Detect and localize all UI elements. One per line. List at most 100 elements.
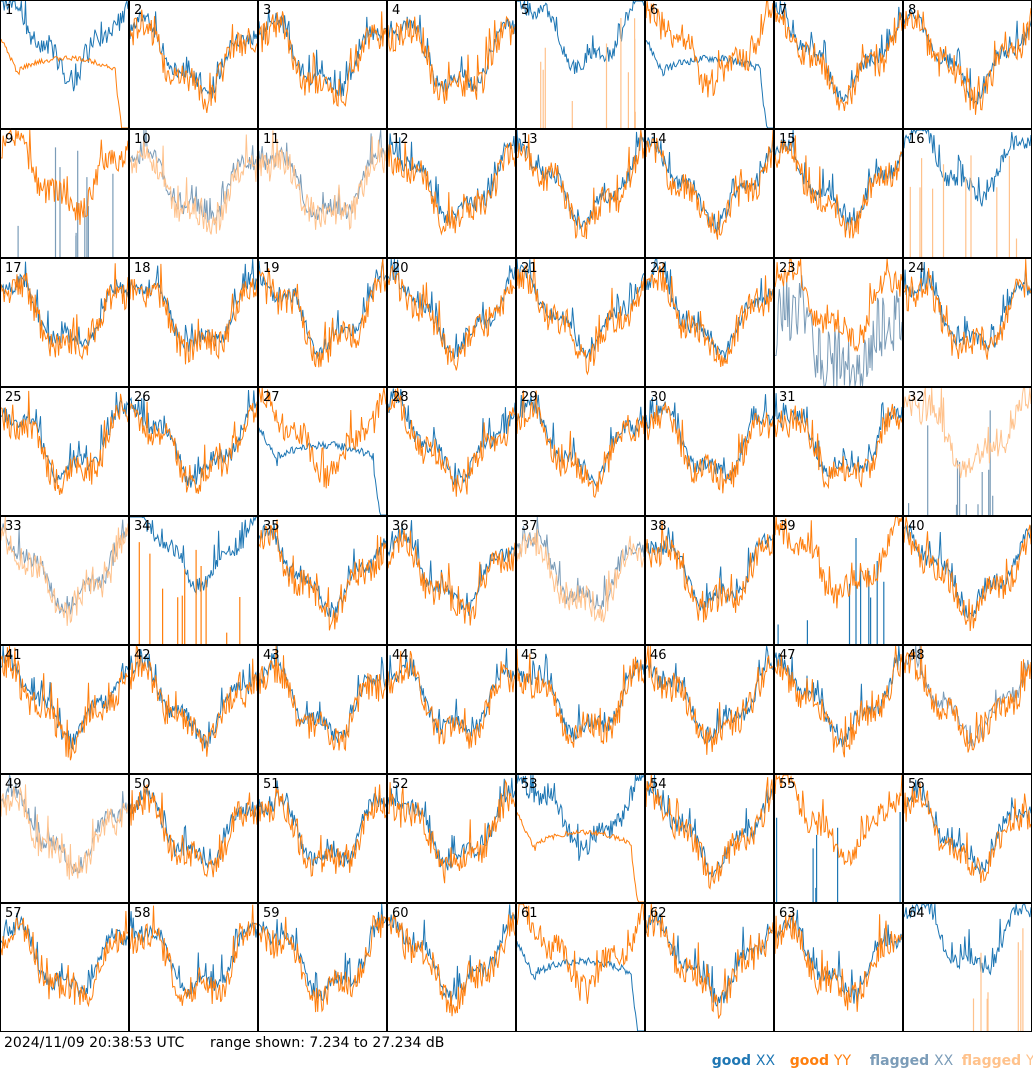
panel-label: 23 [779, 261, 796, 276]
panel-border [645, 516, 774, 645]
panel-border [129, 903, 258, 1032]
range-text: range shown: 7.234 to 27.234 dB [210, 1035, 445, 1051]
panel-label: 24 [908, 261, 925, 276]
series-yy [129, 9, 258, 113]
panel-label: 6 [650, 3, 658, 18]
panel-27: 27 [258, 387, 387, 516]
panel-border [645, 0, 774, 129]
legend-good-yy-pol: YY [833, 1053, 852, 1069]
panel-label: 44 [392, 648, 409, 663]
panel-border [516, 645, 645, 774]
panel-39: 39 [774, 516, 903, 645]
series-xx [774, 275, 903, 387]
series-yy [645, 402, 774, 494]
series-yy [387, 529, 516, 626]
series-xx [387, 258, 516, 360]
series-yy [0, 263, 129, 361]
series-yy [774, 258, 903, 352]
panel-label: 27 [263, 390, 280, 405]
legend-flagged-yy-pol: YY [1026, 1053, 1033, 1069]
series-yy [387, 779, 516, 884]
series-xx [1, 0, 129, 92]
panel-label: 42 [134, 648, 151, 663]
panel-label: 59 [263, 906, 280, 921]
series-yy [645, 521, 774, 623]
panel-border [774, 516, 903, 645]
panel-57: 57 [0, 903, 129, 1032]
legend-good-yy: good YY [780, 1034, 851, 1070]
series-yy [0, 910, 129, 1008]
series-xx [129, 787, 258, 869]
legend-flagged-xx: flagged XX [860, 1034, 953, 1070]
panel-label: 62 [650, 906, 667, 921]
panel-5: 5 [516, 0, 645, 129]
panel-14: 14 [645, 129, 774, 258]
series-yy [903, 517, 1032, 632]
panel-label: 2 [134, 3, 142, 18]
series-yy [645, 774, 774, 890]
panel-22: 22 [645, 258, 774, 387]
panel-border [516, 258, 645, 387]
panel-label: 53 [521, 777, 538, 792]
panel-label: 4 [392, 3, 400, 18]
panel-border [129, 387, 258, 516]
panel-2: 2 [129, 0, 258, 129]
series-yy [258, 387, 387, 489]
spike-series [540, 18, 636, 128]
panel-label: 14 [650, 132, 667, 147]
panel-64: 64 [903, 902, 1032, 1032]
spike-series [909, 155, 1018, 257]
panel-border [0, 516, 129, 645]
panel-border [774, 0, 903, 129]
panel-label: 7 [779, 3, 787, 18]
series-yy [903, 8, 1032, 115]
panel-16: 16 [903, 129, 1032, 258]
panel-51: 51 [258, 774, 387, 903]
series-xx [258, 523, 387, 619]
panel-61: 61 [516, 903, 645, 1032]
panel-border [903, 645, 1032, 774]
panel-11: 11 [258, 129, 387, 258]
panel-28: 28 [387, 387, 516, 516]
series-xx [903, 525, 1032, 620]
series-yy [516, 648, 645, 748]
panel-53: 53 [516, 773, 645, 903]
panel-label: 55 [779, 777, 796, 792]
panel-23: 23 [774, 258, 903, 387]
panel-label: 34 [134, 519, 151, 534]
timestamp: 2024/11/09 20:38:53 UTC [4, 1035, 185, 1051]
panel-label: 41 [5, 648, 22, 663]
panel-border [774, 774, 903, 903]
series-yy [516, 903, 645, 1004]
series-yy [516, 812, 644, 903]
panel-label: 54 [650, 777, 667, 792]
panel-3: 3 [258, 0, 387, 129]
panel-border [645, 903, 774, 1032]
panel-border [516, 774, 645, 903]
panel-50: 50 [129, 774, 258, 903]
series-xx [0, 912, 129, 997]
panel-border [387, 129, 516, 258]
panel-border [903, 258, 1032, 387]
panel-42: 42 [129, 644, 258, 774]
panel-label: 20 [392, 261, 409, 276]
series-yy [387, 15, 516, 104]
panel-border [129, 645, 258, 774]
series-yy [0, 390, 129, 495]
panel-border [774, 129, 903, 258]
panel-border [0, 387, 129, 516]
panel-label: 12 [392, 132, 409, 147]
series-yy [774, 645, 903, 758]
panel-border [774, 645, 903, 774]
panel-45: 45 [516, 645, 645, 774]
panel-13: 13 [516, 129, 645, 258]
panel-border [258, 645, 387, 774]
panel-border [903, 129, 1032, 258]
panel-border [387, 774, 516, 903]
series-yy [258, 130, 387, 231]
panel-62: 62 [645, 903, 774, 1032]
panel-border [387, 645, 516, 774]
panel-label: 32 [908, 390, 925, 405]
series-yy [387, 264, 516, 371]
series-yy [129, 134, 258, 235]
